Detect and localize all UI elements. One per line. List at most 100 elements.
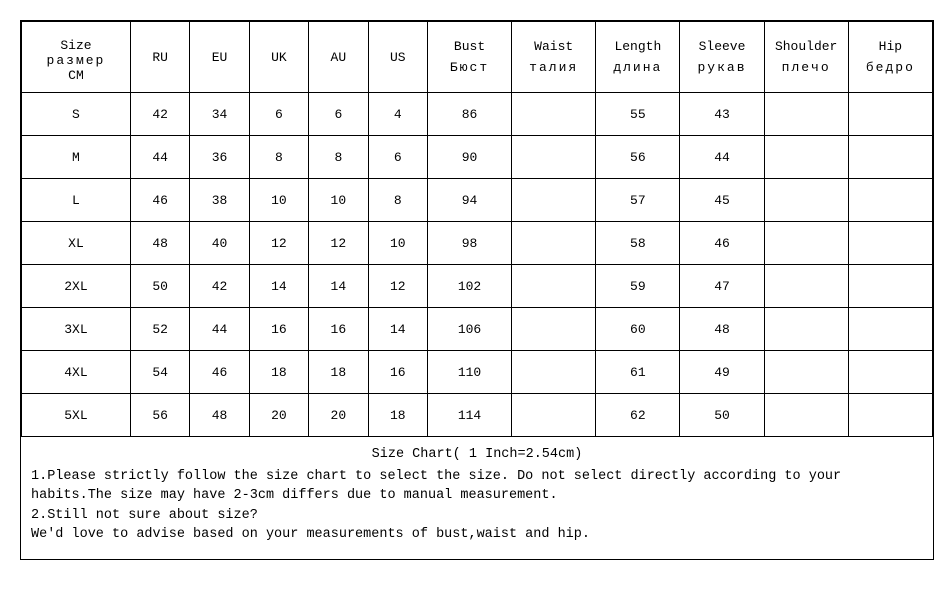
header-size-top: Size xyxy=(22,32,130,53)
table-cell: 36 xyxy=(190,136,249,179)
notes-title: Size Chart( 1 Inch=2.54cm) xyxy=(31,445,923,465)
table-cell: 16 xyxy=(368,351,427,394)
notes-line-3: 2.Still not sure about size? xyxy=(31,506,923,526)
table-cell: 46 xyxy=(130,179,189,222)
header-us: US xyxy=(368,22,427,93)
table-cell: 86 xyxy=(427,93,511,136)
table-cell: 59 xyxy=(596,265,680,308)
table-cell: 10 xyxy=(368,222,427,265)
table-cell: 62 xyxy=(596,394,680,437)
table-cell: 110 xyxy=(427,351,511,394)
table-cell: 10 xyxy=(249,179,308,222)
header-shoulder: Shoulder плечо xyxy=(764,22,848,93)
table-cell xyxy=(512,351,596,394)
table-row: M4436886905644 xyxy=(22,136,933,179)
header-bust: Bust Бюст xyxy=(427,22,511,93)
table-cell xyxy=(512,136,596,179)
table-cell: S xyxy=(22,93,131,136)
header-size-bot: CM xyxy=(22,68,130,83)
table-cell: 90 xyxy=(427,136,511,179)
table-cell: 6 xyxy=(309,93,368,136)
notes-line-2: habits.The size may have 2-3cm differs d… xyxy=(31,486,923,506)
table-cell: 43 xyxy=(680,93,764,136)
table-cell: 50 xyxy=(680,394,764,437)
table-cell: 18 xyxy=(309,351,368,394)
table-cell: 8 xyxy=(309,136,368,179)
header-hip: Hip бедро xyxy=(848,22,932,93)
table-cell xyxy=(512,394,596,437)
table-cell: 46 xyxy=(680,222,764,265)
table-cell: 56 xyxy=(130,394,189,437)
table-cell xyxy=(848,308,932,351)
table-cell: 48 xyxy=(130,222,189,265)
table-cell xyxy=(848,394,932,437)
table-cell xyxy=(848,351,932,394)
table-cell: 56 xyxy=(596,136,680,179)
header-ru: RU xyxy=(130,22,189,93)
table-cell: 16 xyxy=(309,308,368,351)
table-cell: 47 xyxy=(680,265,764,308)
table-cell xyxy=(512,93,596,136)
table-cell: 4XL xyxy=(22,351,131,394)
table-cell: 5XL xyxy=(22,394,131,437)
table-cell: 42 xyxy=(130,93,189,136)
header-length: Length длина xyxy=(596,22,680,93)
table-cell: L xyxy=(22,179,131,222)
table-row: L463810108945745 xyxy=(22,179,933,222)
table-cell: 40 xyxy=(190,222,249,265)
table-cell: 14 xyxy=(309,265,368,308)
table-cell: 44 xyxy=(190,308,249,351)
table-cell xyxy=(848,222,932,265)
table-cell: 60 xyxy=(596,308,680,351)
table-cell: 49 xyxy=(680,351,764,394)
table-cell: 114 xyxy=(427,394,511,437)
header-waist: Waist талия xyxy=(512,22,596,93)
table-cell: 98 xyxy=(427,222,511,265)
table-cell xyxy=(848,179,932,222)
table-cell xyxy=(848,265,932,308)
table-cell: 44 xyxy=(130,136,189,179)
notes-section: Size Chart( 1 Inch=2.54cm) 1.Please stri… xyxy=(21,437,933,559)
header-size: Size размер CM xyxy=(22,22,131,93)
table-header: Size размер CM RU EU UK AU US Bust Бюст … xyxy=(22,22,933,93)
header-row: Size размер CM RU EU UK AU US Bust Бюст … xyxy=(22,22,933,93)
table-cell: 46 xyxy=(190,351,249,394)
table-cell: 10 xyxy=(309,179,368,222)
table-cell: 61 xyxy=(596,351,680,394)
table-cell xyxy=(512,222,596,265)
table-cell: 12 xyxy=(309,222,368,265)
header-au: AU xyxy=(309,22,368,93)
table-cell xyxy=(512,265,596,308)
header-size-mid: размер xyxy=(22,53,130,68)
table-cell: 55 xyxy=(596,93,680,136)
size-chart-container: Size размер CM RU EU UK AU US Bust Бюст … xyxy=(20,20,934,560)
table-cell xyxy=(512,179,596,222)
table-cell: 14 xyxy=(368,308,427,351)
table-cell: 94 xyxy=(427,179,511,222)
table-cell: 57 xyxy=(596,179,680,222)
table-cell xyxy=(764,222,848,265)
header-eu: EU xyxy=(190,22,249,93)
table-cell xyxy=(764,93,848,136)
table-cell: 16 xyxy=(249,308,308,351)
table-row: 3XL52441616141066048 xyxy=(22,308,933,351)
table-cell: M xyxy=(22,136,131,179)
table-cell: 48 xyxy=(190,394,249,437)
table-cell xyxy=(764,179,848,222)
table-cell: 20 xyxy=(249,394,308,437)
table-cell: 6 xyxy=(249,93,308,136)
table-cell: 42 xyxy=(190,265,249,308)
table-cell xyxy=(764,136,848,179)
table-cell: 18 xyxy=(368,394,427,437)
table-row: 4XL54461818161106149 xyxy=(22,351,933,394)
table-cell: 102 xyxy=(427,265,511,308)
table-cell: 58 xyxy=(596,222,680,265)
table-cell xyxy=(764,265,848,308)
table-cell xyxy=(512,308,596,351)
table-cell xyxy=(764,394,848,437)
table-row: XL4840121210985846 xyxy=(22,222,933,265)
table-cell: 45 xyxy=(680,179,764,222)
table-cell: 8 xyxy=(368,179,427,222)
notes-line-1: 1.Please strictly follow the size chart … xyxy=(31,467,923,487)
table-cell xyxy=(764,308,848,351)
